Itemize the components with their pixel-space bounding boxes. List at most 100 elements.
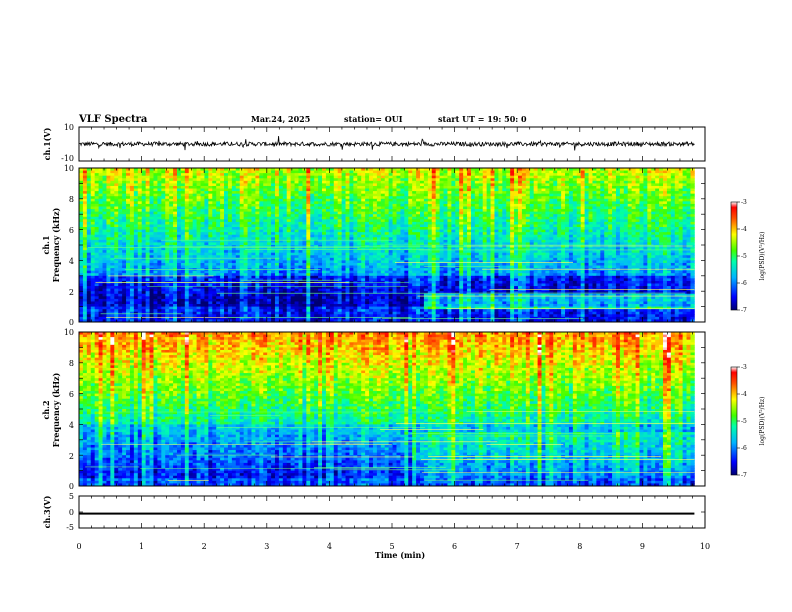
spectrogram-cell [204, 189, 208, 192]
spectrogram-cell [690, 204, 694, 207]
spectrogram-cell [440, 219, 444, 222]
spectrogram-cell [620, 209, 624, 212]
spectrogram-cell [314, 209, 318, 212]
spectrogram-cell [150, 224, 154, 227]
spectrogram-cell [428, 212, 432, 215]
spectrogram-cell [377, 224, 381, 227]
spectrogram-cell [483, 191, 487, 194]
spectrogram-cell [436, 186, 440, 189]
spectrogram-cell [267, 201, 271, 204]
spectrogram-cell [271, 207, 275, 210]
spectrogram-cell [279, 242, 283, 245]
spectrogram-cell [463, 176, 467, 179]
spectrogram-cell [216, 224, 220, 227]
spectrogram-cell [624, 171, 628, 174]
spectrogram-cell [459, 176, 463, 179]
spectrogram-cell [577, 237, 581, 240]
spectrogram-cell [122, 224, 126, 227]
spectrogram-cell [440, 201, 444, 204]
spectrogram-cell [83, 199, 87, 202]
spectrogram-cell [569, 207, 573, 210]
spectrogram-cell [636, 224, 640, 227]
spectrogram-cell [643, 245, 647, 248]
spectrogram-cell [228, 171, 232, 174]
spectrogram-cell [608, 181, 612, 184]
spectrogram-cell [683, 207, 687, 210]
spectrogram-cell [585, 230, 589, 233]
spectrogram-cell [651, 207, 655, 210]
spectrogram-cell [165, 183, 169, 186]
spectrogram-cell [83, 183, 87, 186]
spectrogram-cell [338, 171, 342, 174]
spectrogram-cell [451, 186, 455, 189]
spectrogram-cell [463, 201, 467, 204]
spectrogram-cell [165, 189, 169, 192]
spectrogram-cell [502, 235, 506, 238]
spectrogram-cell [79, 171, 83, 174]
spectrogram-cell [663, 191, 667, 194]
spectrogram-cell [675, 171, 679, 174]
spectrogram-cell [592, 186, 596, 189]
spectrogram-cell [522, 199, 526, 202]
spectrogram-cell [577, 240, 581, 243]
spectrogram-cell [455, 224, 459, 227]
spectrogram-cell [169, 214, 173, 217]
spectrogram-cell [193, 181, 197, 184]
spectrogram-cell [624, 217, 628, 220]
spectrogram-cell [353, 222, 357, 225]
spectrogram-cell [557, 183, 561, 186]
spectrogram-cell [106, 219, 110, 222]
spectrogram-cell [122, 207, 126, 210]
spectrogram-cell [224, 181, 228, 184]
spectrogram-cell [581, 224, 585, 227]
spectrogram-cell [204, 191, 208, 194]
spectrogram-cell [173, 237, 177, 240]
spectrogram-cell [369, 191, 373, 194]
spectrogram-cell [538, 214, 542, 217]
spectrogram-cell [636, 245, 640, 248]
spectrogram-cell [651, 196, 655, 199]
spectrogram-cell [189, 191, 193, 194]
spectrogram-cell [643, 212, 647, 215]
spectrogram-cell [193, 196, 197, 199]
spectrogram-cell [608, 227, 612, 230]
spectrogram-cell [389, 224, 393, 227]
spectrogram-cell [549, 230, 553, 233]
spectrogram-cell [400, 183, 404, 186]
spectrogram-cell [291, 230, 295, 233]
spectrogram-cell [138, 173, 142, 176]
spectrogram-cell [616, 240, 620, 243]
spectrogram-cell [314, 214, 318, 217]
spectrogram-cell [530, 227, 534, 230]
spectrogram-cell [542, 186, 546, 189]
spectrogram-cell [542, 199, 546, 202]
spectrogram-cell [306, 201, 310, 204]
spectrogram-cell [365, 199, 369, 202]
spectrogram-cell [589, 201, 593, 204]
spectrogram-cell [581, 186, 585, 189]
spectrogram-cell [208, 242, 212, 245]
spectrogram-cell [577, 196, 581, 199]
spectrogram-cell [502, 173, 506, 176]
spectrogram-cell [690, 227, 694, 230]
spectrogram-cell [616, 232, 620, 235]
spectrogram-cell [553, 176, 557, 179]
spectrogram-cell [377, 235, 381, 238]
spectrogram-cell [389, 230, 393, 233]
spectrogram-cell [647, 245, 651, 248]
spectrogram-cell [510, 189, 514, 192]
spectrogram-cell [428, 217, 432, 220]
spectrogram-cell [479, 173, 483, 176]
spectrogram-cell [596, 204, 600, 207]
spectrogram-cell [122, 196, 126, 199]
spectrogram-cell [177, 196, 181, 199]
spectrogram-cell [530, 230, 534, 233]
spectrogram-cell [361, 178, 365, 181]
spectrogram-cell [263, 199, 267, 202]
spectrogram-cell [385, 183, 389, 186]
spectrogram-cell [189, 183, 193, 186]
spectrogram-cell [471, 204, 475, 207]
spectrogram-cell [683, 183, 687, 186]
spectrogram-cell [271, 204, 275, 207]
spectrogram-cell [671, 207, 675, 210]
